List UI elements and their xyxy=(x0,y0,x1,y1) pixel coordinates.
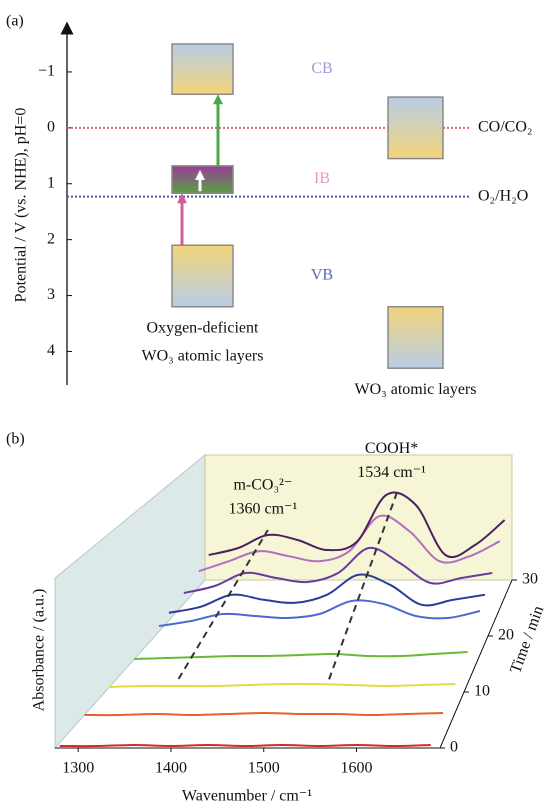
band xyxy=(172,44,233,94)
panel-label: (b) xyxy=(6,431,25,448)
x-tick-label: 1400 xyxy=(155,760,187,777)
annotation-text: COOH* xyxy=(365,440,418,457)
spectrum xyxy=(84,713,443,715)
y-tick-label: −1 xyxy=(38,63,55,80)
panel-label: (a) xyxy=(6,13,24,30)
y-axis-label: Absorbance / (a.u.) xyxy=(31,589,48,712)
arrow-head xyxy=(177,193,187,203)
band-label: VB xyxy=(311,267,333,284)
annotation-text: m-CO₃²⁻ xyxy=(233,477,292,494)
arrow-head xyxy=(213,94,223,104)
annotation-label: 1534 cm⁻¹ xyxy=(357,464,426,481)
band xyxy=(172,245,233,306)
band-label: CB xyxy=(311,60,332,77)
x-tick-label: 1300 xyxy=(62,760,94,777)
level-label: O₂/H₂O xyxy=(478,187,528,204)
y-axis-label: Potential / V (vs. NHE), pH=0 xyxy=(13,108,30,303)
annotation-label: 1360 cm⁻¹ xyxy=(228,501,297,518)
z-tick-label: 30 xyxy=(522,571,538,588)
y-tick-label: 0 xyxy=(47,119,55,136)
y-tick-label: 2 xyxy=(47,230,55,247)
spectrum xyxy=(109,684,455,687)
band-label: IB xyxy=(314,170,330,187)
material-label: Oxygen-deficient xyxy=(147,319,260,336)
z-tick-label: 20 xyxy=(498,627,514,644)
material-label: WO₃ atomic layers xyxy=(355,381,477,398)
level-label: CO/CO₂ xyxy=(478,119,532,136)
x-axis-label: Wavenumber / cm⁻¹ xyxy=(182,788,312,805)
band xyxy=(388,97,443,158)
y-tick-label: 4 xyxy=(47,342,55,359)
x-tick-label: 1600 xyxy=(341,760,373,777)
z-tick-label: 10 xyxy=(474,683,490,700)
y-tick-label: 3 xyxy=(47,286,55,303)
spectrum xyxy=(60,745,431,746)
spectrum xyxy=(134,652,467,659)
side-wall xyxy=(55,455,205,748)
z-axis xyxy=(440,580,512,748)
y-tick-label: 1 xyxy=(47,174,55,191)
band xyxy=(388,307,443,368)
z-tick-label: 0 xyxy=(450,739,458,756)
x-tick-label: 1500 xyxy=(248,760,280,777)
material-label: WO₃ atomic layers xyxy=(142,347,264,364)
figure: (a) (b) Potential / V (vs. NHE), pH=0 Ab… xyxy=(0,0,552,810)
